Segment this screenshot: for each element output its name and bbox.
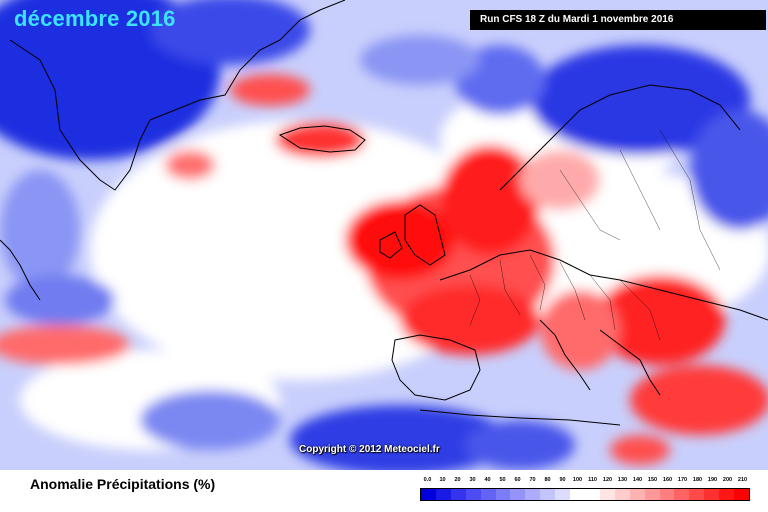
scale-tick-label: 140: [632, 477, 643, 483]
scale-swatch: [704, 489, 720, 500]
borders: [469, 129, 721, 341]
britain-coast: [404, 204, 446, 266]
scale-tick-label: 180: [692, 477, 703, 483]
scale-tick-label: 160: [662, 477, 673, 483]
scale-tick-label: 170: [677, 477, 688, 483]
legend-title: Anomalie Précipitations (%): [30, 476, 216, 492]
scale-swatch: [510, 489, 526, 500]
scale-tick-label: 60: [514, 477, 521, 483]
scale-tick-label: 150: [647, 477, 658, 483]
copyright-text: Copyright © 2012 Meteociel.fr: [299, 444, 440, 455]
scale-swatch: [584, 489, 600, 500]
scale-tick-label: 10: [439, 477, 446, 483]
greenland-coast: [9, 0, 346, 191]
scale-swatch: [659, 489, 675, 500]
scale-swatch: [570, 489, 585, 500]
anomaly-field: [0, 0, 768, 470]
scale-tick-label: 0.0: [423, 477, 432, 483]
scale-swatch: [599, 489, 615, 500]
scale-tick-labels: 0.0 10 20 30 40 50 60 70 80 90 100 110 120 130 140 150 1…: [420, 477, 750, 487]
scale-tick-label: 30: [469, 477, 476, 483]
scale-swatch: [644, 489, 660, 500]
scale-swatch: [555, 489, 571, 500]
scale-swatch: [480, 489, 496, 500]
scale-tick-label: 90: [559, 477, 566, 483]
scale-tick-label: 70: [529, 477, 536, 483]
ireland-coast: [379, 231, 403, 259]
scale-tick-label: 210: [737, 477, 748, 483]
run-info-banner: Run CFS 18 Z du Mardi 1 novembre 2016: [470, 10, 766, 30]
scale-swatch: [435, 489, 451, 500]
scandinavia-deficit: [530, 45, 750, 155]
scale-swatch: [495, 489, 511, 500]
scale-tick-label: 120: [602, 477, 613, 483]
scandinavia-coast: [499, 84, 741, 191]
scale-tick-label: 80: [544, 477, 551, 483]
scale-tick-label: 100: [572, 477, 583, 483]
precipitation-anomaly-map: [0, 0, 768, 470]
map-title: décembre 2016: [14, 6, 176, 31]
italy-coast: [539, 319, 591, 391]
scale-swatch: [719, 489, 735, 500]
scale-color-bar: [420, 488, 750, 501]
scale-tick-label: 20: [454, 477, 461, 483]
legend-bar: Anomalie Précipitations (%) 0.0 10 20 30 40 5…: [0, 470, 768, 512]
scale-swatch: [629, 489, 645, 500]
balkans-excess: [595, 275, 725, 365]
scale-swatch: [689, 489, 705, 500]
scale-tick-label: 40: [484, 477, 491, 483]
map-canvas: [0, 0, 768, 470]
iceland-coast: [278, 125, 366, 153]
scale-swatch: [525, 489, 541, 500]
scale-tick-label: 130: [617, 477, 628, 483]
scale-swatch: [465, 489, 481, 500]
scale-swatch: [614, 489, 630, 500]
scale-tick-label: 200: [722, 477, 733, 483]
scale-swatch: [674, 489, 690, 500]
greece-coast: [599, 329, 661, 396]
coastlines: [0, 0, 768, 426]
scale-swatch: [734, 489, 749, 500]
scale-swatch: [540, 489, 556, 500]
scale-tick-label: 110: [588, 477, 597, 483]
scale-swatch: [450, 489, 466, 500]
iberia-coast: [391, 334, 481, 401]
color-scale: 0.0 10 20 30 40 50 60 70 80 90 100 110 120 130 140 150 1…: [420, 477, 750, 501]
scale-tick-label: 50: [499, 477, 506, 483]
scale-swatch: [421, 489, 436, 500]
north-africa-coast: [419, 409, 621, 426]
scale-tick-label: 190: [707, 477, 718, 483]
canada-coast: [0, 239, 41, 301]
